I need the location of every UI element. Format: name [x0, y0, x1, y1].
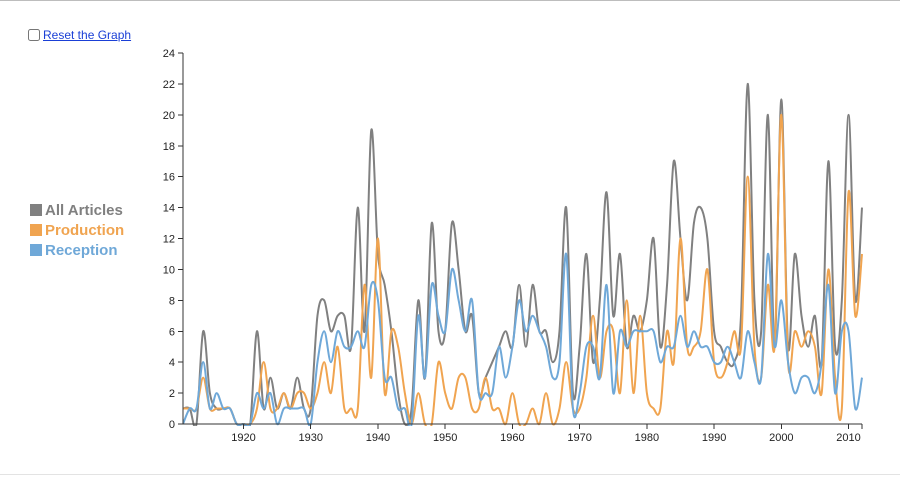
x-tick-label: 1960: [500, 432, 524, 444]
x-tick-label: 1920: [231, 432, 255, 444]
legend-swatch-reception: [30, 244, 42, 256]
bottom-divider: [0, 474, 900, 475]
legend-swatch-all-articles: [30, 204, 42, 216]
x-tick-label: 1940: [366, 432, 390, 444]
y-tick-label: 22: [163, 79, 175, 91]
legend: All Articles Production Reception: [30, 200, 124, 260]
series-line-all-articles: [183, 82, 863, 426]
y-tick-label: 24: [163, 48, 175, 60]
y-tick-label: 0: [169, 419, 175, 431]
legend-item-production[interactable]: Production: [30, 220, 124, 240]
y-tick-label: 10: [163, 264, 175, 276]
y-tick-label: 6: [169, 326, 175, 338]
series-line-reception: [183, 252, 863, 426]
y-tick-label: 2: [169, 388, 175, 400]
x-tick-label: 1930: [298, 432, 322, 444]
top-divider: [0, 0, 900, 1]
x-tick-label: 1980: [635, 432, 659, 444]
y-tick-label: 12: [163, 234, 175, 246]
y-tick-label: 14: [163, 203, 175, 215]
series-line-production: [183, 113, 863, 426]
y-tick-label: 4: [169, 357, 175, 369]
y-tick-label: 8: [169, 295, 175, 307]
y-tick-label: 18: [163, 141, 175, 153]
y-tick-label: 16: [163, 172, 175, 184]
x-tick-label: 1990: [702, 432, 726, 444]
legend-label-all-articles: All Articles: [45, 201, 123, 219]
reset-graph-checkbox[interactable]: [28, 29, 40, 41]
legend-label-reception: Reception: [45, 241, 118, 259]
x-tick-label: 2010: [836, 432, 860, 444]
x-tick-label: 1970: [567, 432, 591, 444]
x-tick-label: 2000: [769, 432, 793, 444]
legend-item-reception[interactable]: Reception: [30, 240, 124, 260]
reset-graph-control[interactable]: Reset the Graph: [28, 28, 131, 42]
x-tick-label: 1950: [433, 432, 457, 444]
y-tick-label: 20: [163, 110, 175, 122]
legend-label-production: Production: [45, 221, 125, 239]
legend-item-all-articles[interactable]: All Articles: [30, 200, 124, 220]
reset-graph-link[interactable]: Reset the Graph: [43, 28, 132, 42]
legend-swatch-production: [30, 224, 42, 236]
